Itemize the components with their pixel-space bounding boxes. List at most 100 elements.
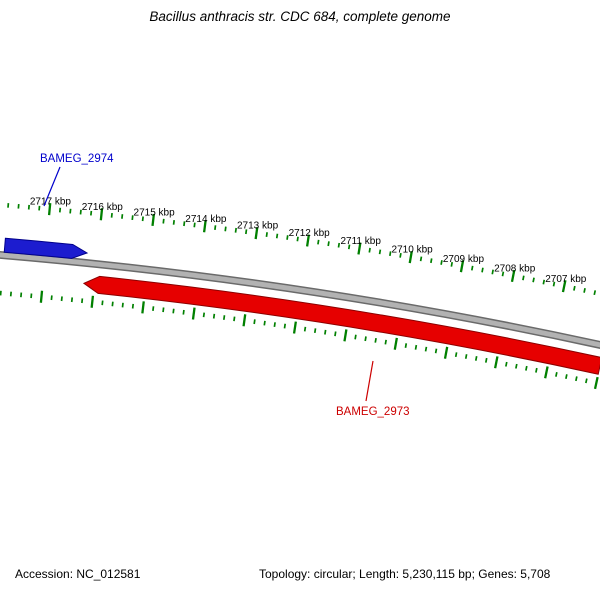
ruler-minor-tick-inner <box>121 302 124 308</box>
ruler-minor-tick-inner <box>354 334 357 340</box>
ruler-minor-tick-inner <box>172 308 175 314</box>
ruler-minor-tick-inner <box>233 316 236 322</box>
ruler-minor-tick-outer <box>378 249 382 255</box>
gene-label-bameg-2974[interactable]: BAMEG_2974 <box>40 153 114 165</box>
ruler-major-tick-outer <box>408 250 413 264</box>
ruler-major-tick-outer <box>305 234 311 247</box>
ruler-minor-tick-inner <box>263 320 266 326</box>
gene-label-leader-bameg-2974 <box>43 166 61 207</box>
ruler-minor-tick-outer <box>399 252 402 258</box>
ruler-minor-tick-outer <box>275 233 279 239</box>
ruler-minor-tick-outer <box>327 241 330 247</box>
ruler-minor-tick-inner <box>374 337 377 343</box>
ruler-minor-tick-outer <box>481 267 484 273</box>
ruler-tick-label: 2716 kbp <box>82 202 124 213</box>
ruler-minor-tick-inner <box>111 301 114 307</box>
gene-label-bameg-2973[interactable]: BAMEG_2973 <box>336 406 410 418</box>
ruler-tick-label: 2715 kbp <box>134 208 176 219</box>
ruler-minor-tick-outer <box>573 285 576 291</box>
ruler-major-tick-inner <box>593 376 599 390</box>
ruler-minor-tick-inner <box>212 313 216 319</box>
ruler-minor-tick-outer <box>214 225 217 230</box>
ruler-major-tick-outer <box>561 280 567 293</box>
ruler-tick-label: 2707 kbp <box>545 274 587 285</box>
ruler-major-tick-outer <box>202 220 207 233</box>
ruler-minor-tick-outer <box>501 271 505 277</box>
ruler-tick-label: 2708 kbp <box>494 264 536 275</box>
ruler-tick-label: 2712 kbp <box>289 228 331 239</box>
ruler-tick-label: 2713 kbp <box>237 221 279 232</box>
ruler-minor-tick-outer <box>347 244 351 250</box>
ruler-minor-tick-inner <box>223 315 226 320</box>
ruler-major-tick-inner <box>343 329 348 342</box>
ruler-minor-tick-outer <box>245 229 248 235</box>
ruler-major-tick-inner <box>292 321 297 334</box>
ruler-major-tick-outer <box>254 227 259 240</box>
ruler-minor-tick-outer <box>419 256 423 262</box>
ruler-minor-tick-inner <box>575 376 578 382</box>
ruler-minor-tick-outer <box>224 226 227 232</box>
ruler-minor-tick-inner <box>303 326 307 332</box>
ruler-major-tick-outer <box>151 213 156 227</box>
ruler-major-tick-inner <box>544 366 549 379</box>
gene-arrow-bameg-2974[interactable] <box>3 237 89 259</box>
ruler-minor-tick-outer <box>491 269 494 275</box>
ruler-minor-tick-outer <box>368 247 371 253</box>
ruler-minor-tick-outer <box>183 221 186 227</box>
ruler-minor-tick-inner <box>313 328 317 334</box>
ruler-minor-tick-inner <box>283 323 287 329</box>
ruler-minor-tick-outer <box>234 227 237 233</box>
ruler-minor-tick-outer <box>522 275 525 281</box>
ruler-minor-tick-inner <box>324 329 327 335</box>
ruler-labels: 2717 kbp 2716 kbp 2715 kbp 2714 kbp 2713 kbp… <box>30 197 587 285</box>
ruler-minor-tick-inner <box>131 303 135 309</box>
ruler-minor-tick-outer <box>470 265 474 271</box>
ruler-minor-tick-outer <box>542 279 546 285</box>
ruler-minor-tick-outer <box>450 261 454 267</box>
ruler-minor-tick-outer <box>389 251 392 257</box>
ruler-tick-label: 2714 kbp <box>185 214 227 225</box>
ruler-major-tick-outer <box>99 208 104 221</box>
ruler-major-tick-outer <box>510 269 516 283</box>
ruler-major-tick-inner <box>242 314 247 327</box>
ruler-minor-tick-inner <box>565 374 568 379</box>
ruler-minor-tick-inner <box>384 339 387 345</box>
ruler-major-tick-outer <box>47 203 52 216</box>
ruler-minor-tick-inner <box>334 331 337 337</box>
backbone-edge-inner <box>0 257 600 349</box>
ruler-major-tick-inner <box>39 290 44 303</box>
ruler-minor-tick-inner <box>525 365 528 371</box>
ruler-minor-tick-inner <box>474 356 478 361</box>
ruler-minor-tick-outer <box>121 214 124 219</box>
ruler-minor-tick-inner <box>152 306 155 311</box>
ruler-minor-tick-outer <box>583 288 586 293</box>
ruler-minor-tick-outer <box>593 290 597 296</box>
ruler-minor-tick-outer <box>430 258 433 264</box>
ruler-minor-tick-inner <box>464 354 468 359</box>
ruler-minor-tick-outer <box>265 232 268 237</box>
ruler-major-tick-outer <box>357 242 362 255</box>
ruler-minor-tick-outer <box>172 220 175 225</box>
ruler-major-tick-inner <box>494 356 499 369</box>
ruler-minor-tick-inner <box>555 372 558 377</box>
ruler-tick-label: 2711 kbp <box>340 236 381 247</box>
ruler-major-tick-inner <box>90 295 95 308</box>
ruler-tick-label: 2710 kbp <box>392 245 434 256</box>
ruler-minor-tick-outer <box>286 235 289 240</box>
ruler-minor-tick-outer <box>317 239 320 245</box>
ruler-minor-tick-inner <box>182 309 185 315</box>
ruler-major-tick-inner <box>141 301 145 314</box>
ruler-minor-tick-inner <box>454 352 458 358</box>
backbone-band <box>0 251 600 349</box>
accession-text: Accession: NC_012581 <box>15 567 141 581</box>
ruler-minor-tick-outer <box>337 242 341 248</box>
ruler-major-tick-inner <box>393 337 398 350</box>
ruler-minor-tick-inner <box>364 336 367 342</box>
ruler-minor-tick-inner <box>434 348 438 354</box>
ruler-major-tick-outer <box>459 260 465 273</box>
ruler-minor-tick-outer <box>552 281 556 287</box>
gene-arrow-bameg-2973[interactable] <box>82 275 600 375</box>
ruler-minor-tick-inner <box>253 319 256 325</box>
ruler-minor-tick-outer <box>131 215 134 221</box>
